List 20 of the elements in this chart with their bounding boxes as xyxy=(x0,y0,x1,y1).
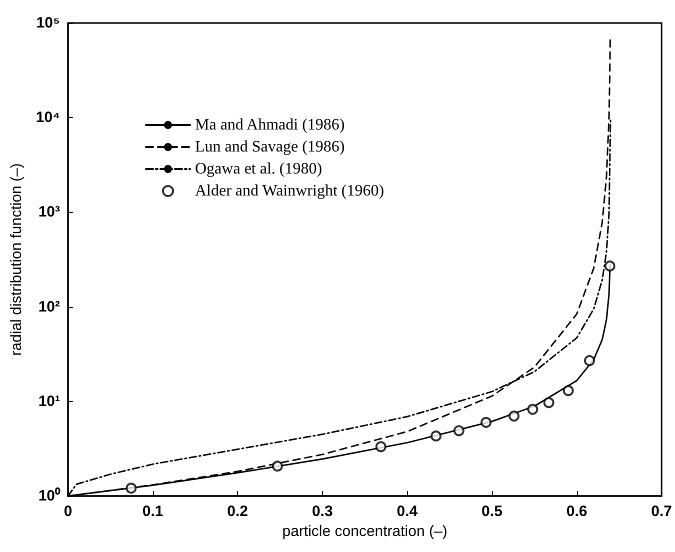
x-tick-label: 0.7 xyxy=(651,503,672,520)
legend-label: Ogawa et al. (1980) xyxy=(195,160,322,178)
x-tick-label: 0.5 xyxy=(482,503,502,520)
y-axis-title: radial distribution function (–) xyxy=(8,163,25,356)
y-tick-label: 10⁵ xyxy=(36,14,60,32)
legend-label: Ma and Ahmadi (1986) xyxy=(195,116,345,134)
x-tick-label: 0.1 xyxy=(142,503,164,520)
x-axis-title: particle concentration (–) xyxy=(282,522,448,540)
x-tick-label: 0.4 xyxy=(396,503,418,520)
x-tick-label: 0.6 xyxy=(566,503,588,520)
x-tick-label: 0.3 xyxy=(312,503,333,520)
legend-label: Alder and Wainwright (1960) xyxy=(195,182,384,200)
y-tick-label: 10³ xyxy=(38,204,60,221)
y-tick-label: 10² xyxy=(38,298,60,316)
y-tick-label: 10¹ xyxy=(38,392,60,410)
y-tick-label: 10⁴ xyxy=(36,109,60,126)
legend-label: Lun and Savage (1986) xyxy=(195,138,345,156)
x-tick-label: 0 xyxy=(64,503,72,520)
y-tick-label: 10⁰ xyxy=(38,486,61,504)
x-tick-label: 0.2 xyxy=(227,503,248,520)
